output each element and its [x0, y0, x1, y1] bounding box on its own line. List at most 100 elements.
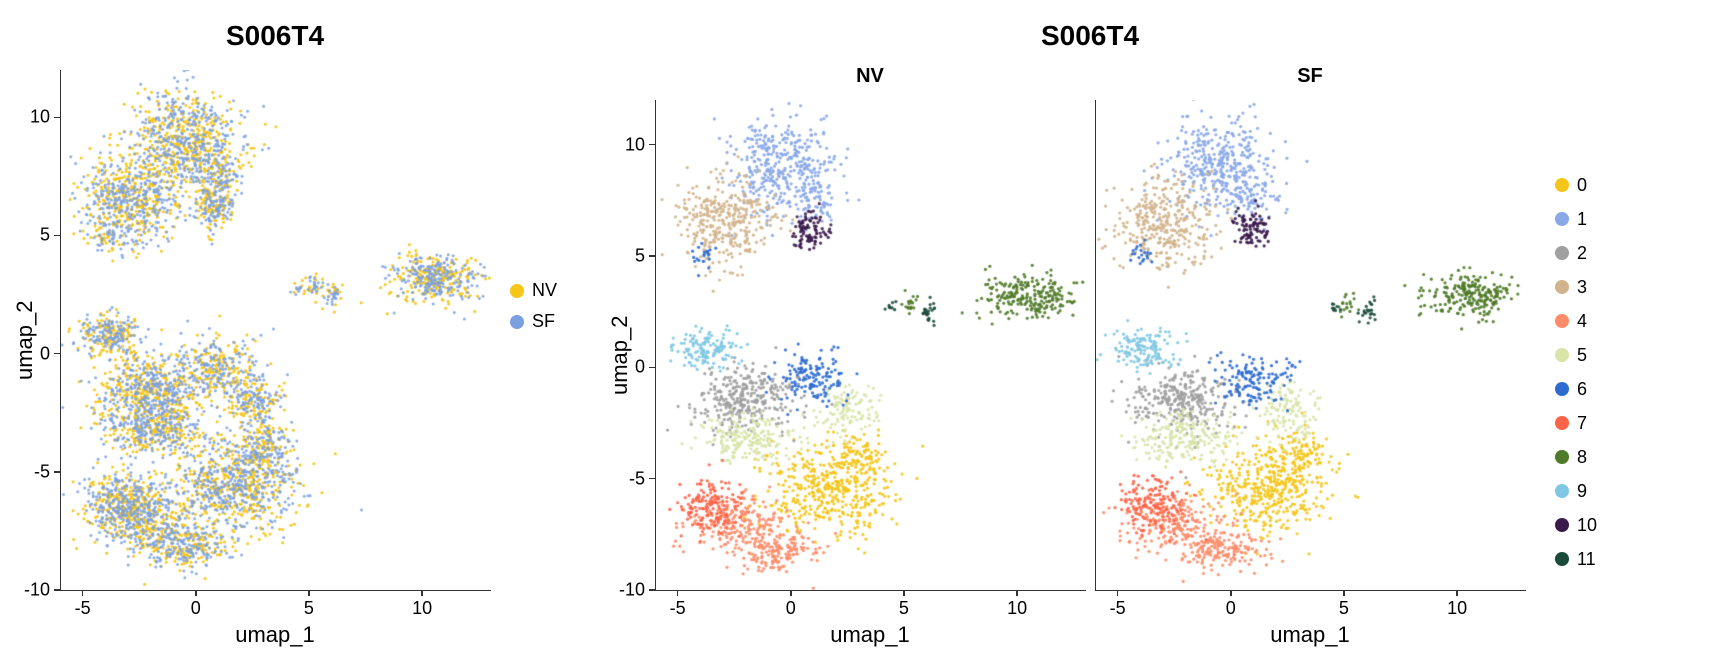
- left-plot-area: [60, 70, 491, 591]
- y-tick-label: 0: [615, 357, 645, 378]
- right-subtitle-nv: NV: [655, 65, 1085, 88]
- legend-label: 7: [1577, 413, 1587, 434]
- x-tick-label: 10: [1447, 598, 1467, 619]
- x-tick-mark: [1016, 590, 1018, 596]
- x-tick-label: 0: [786, 598, 796, 619]
- legend-item: 6: [1555, 374, 1597, 404]
- sf-x-axis-label: umap_1: [1095, 622, 1525, 648]
- y-tick-label: -10: [615, 580, 645, 601]
- legend-item: 8: [1555, 442, 1597, 472]
- x-tick-mark: [1343, 590, 1345, 596]
- legend-item: 1: [1555, 204, 1597, 234]
- x-tick-mark: [82, 590, 84, 596]
- x-tick-mark: [903, 590, 905, 596]
- x-tick-label: -5: [75, 598, 91, 619]
- legend-label: 11: [1577, 549, 1596, 570]
- legend-label: 10: [1577, 515, 1597, 536]
- legend-item: 10: [1555, 510, 1597, 540]
- legend-item: 2: [1555, 238, 1597, 268]
- legend-item: 9: [1555, 476, 1597, 506]
- legend-dot-icon: [1555, 552, 1569, 566]
- right-subtitle-sf: SF: [1095, 65, 1525, 88]
- legend-label: 1: [1577, 209, 1587, 230]
- legend-item: 3: [1555, 272, 1597, 302]
- x-tick-mark: [790, 590, 792, 596]
- y-tick-label: 0: [20, 343, 50, 364]
- x-tick-label: -5: [1110, 598, 1126, 619]
- right-legend: 0 1 2 3 4 5 6 7 8 9 10 11: [1555, 170, 1597, 578]
- legend-item: 4: [1555, 306, 1597, 336]
- y-tick-label: -5: [20, 461, 50, 482]
- x-tick-label: 0: [1226, 598, 1236, 619]
- legend-label: 9: [1577, 481, 1587, 502]
- left-panel-title: S006T4: [60, 20, 490, 52]
- x-tick-label: 5: [304, 598, 314, 619]
- legend-dot-icon: [1555, 280, 1569, 294]
- sf-scatter-canvas: [1096, 100, 1526, 590]
- x-tick-label: 0: [191, 598, 201, 619]
- x-tick-label: 5: [899, 598, 909, 619]
- legend-item: NV: [510, 280, 557, 301]
- legend-dot-icon: [1555, 416, 1569, 430]
- legend-item: 5: [1555, 340, 1597, 370]
- legend-label: 0: [1577, 175, 1587, 196]
- legend-label: 2: [1577, 243, 1587, 264]
- legend-dot-icon: [1555, 518, 1569, 532]
- y-tick-label: -5: [615, 468, 645, 489]
- y-tick-mark: [54, 117, 60, 119]
- legend-dot-icon: [1555, 246, 1569, 260]
- nv-x-axis-label: umap_1: [655, 622, 1085, 648]
- left-legend: NV SF: [510, 280, 557, 342]
- right-plot-nv: [655, 100, 1086, 591]
- legend-label: 3: [1577, 277, 1587, 298]
- y-tick-mark: [649, 478, 655, 480]
- legend-label: 6: [1577, 379, 1587, 400]
- y-tick-mark: [649, 367, 655, 369]
- legend-dot-icon: [1555, 382, 1569, 396]
- right-plot-sf: [1095, 100, 1526, 591]
- y-tick-label: 5: [20, 225, 50, 246]
- legend-label: 4: [1577, 311, 1587, 332]
- legend-dot-icon: [1555, 314, 1569, 328]
- y-tick-mark: [649, 255, 655, 257]
- legend-label: NV: [532, 280, 557, 301]
- y-tick-mark: [649, 589, 655, 591]
- x-tick-mark: [677, 590, 679, 596]
- y-tick-mark: [54, 471, 60, 473]
- legend-item: SF: [510, 311, 557, 332]
- x-tick-mark: [195, 590, 197, 596]
- x-tick-label: 10: [1007, 598, 1027, 619]
- legend-dot-icon: [1555, 484, 1569, 498]
- legend-dot-icon: [1555, 178, 1569, 192]
- x-tick-label: 5: [1339, 598, 1349, 619]
- y-tick-mark: [54, 589, 60, 591]
- x-tick-mark: [1456, 590, 1458, 596]
- left-x-axis-label: umap_1: [60, 622, 490, 648]
- legend-dot-icon: [1555, 348, 1569, 362]
- x-tick-mark: [1117, 590, 1119, 596]
- legend-item: 11: [1555, 544, 1597, 574]
- legend-dot-icon: [510, 315, 524, 329]
- y-tick-mark: [649, 144, 655, 146]
- legend-label: SF: [532, 311, 555, 332]
- legend-item: 0: [1555, 170, 1597, 200]
- y-tick-label: 10: [615, 134, 645, 155]
- legend-dot-icon: [1555, 212, 1569, 226]
- legend-label: 8: [1577, 447, 1587, 468]
- x-tick-label: 10: [412, 598, 432, 619]
- figure-root: S006T4 umap_2 umap_1 NV SF S006T4 NV SF u…: [0, 0, 1731, 657]
- right-panel-title: S006T4: [655, 20, 1525, 52]
- left-scatter-canvas: [61, 70, 491, 590]
- y-tick-mark: [54, 353, 60, 355]
- y-tick-mark: [54, 235, 60, 237]
- y-tick-label: -10: [20, 580, 50, 601]
- legend-label: 5: [1577, 345, 1587, 366]
- x-tick-label: -5: [670, 598, 686, 619]
- x-tick-mark: [421, 590, 423, 596]
- left-y-axis-label: umap_2: [12, 300, 38, 380]
- x-tick-mark: [308, 590, 310, 596]
- legend-dot-icon: [1555, 450, 1569, 464]
- legend-item: 7: [1555, 408, 1597, 438]
- nv-scatter-canvas: [656, 100, 1086, 590]
- legend-dot-icon: [510, 284, 524, 298]
